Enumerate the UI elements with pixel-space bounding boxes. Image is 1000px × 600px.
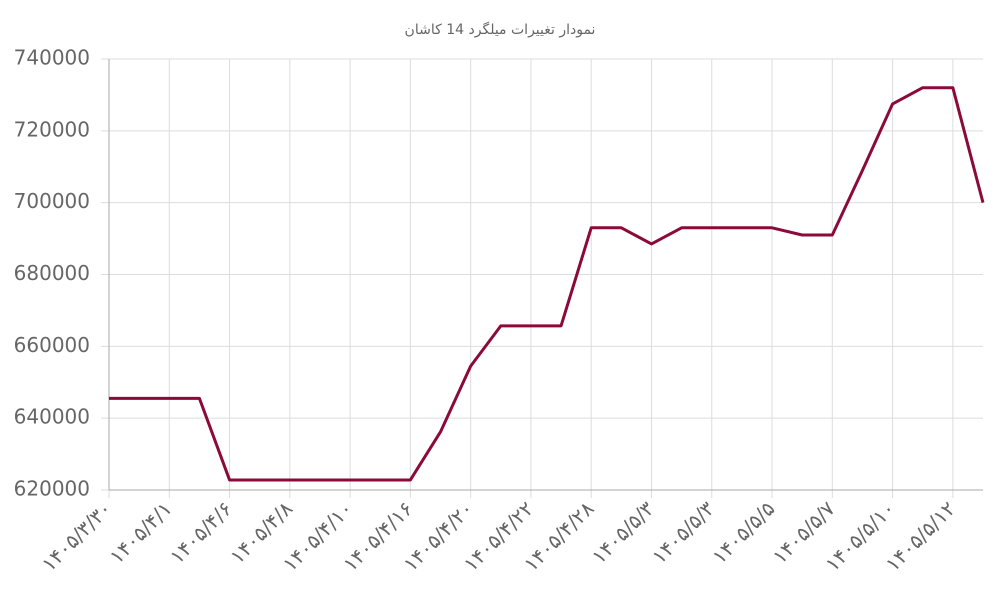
x-tick-label: ۱۴۰۵/۵/۳ [587,496,659,568]
y-tick-label: 720000 [14,117,90,141]
x-tick-label: ۱۴۰۵/۳/۳۰ [37,496,117,576]
x-tick-label: ۱۴۰۵/۴/۱ [105,496,177,568]
line [109,86,985,482]
y-tick-label: 700000 [14,189,90,213]
x-tick-label: ۱۴۰۵/۴/۶ [165,496,237,568]
y-tick-label: 660000 [14,333,90,357]
chart-title: نمودار تغییرات میلگرد 14 کاشان [405,21,596,38]
y-tick-label: 640000 [14,405,90,429]
x-tick-label: ۱۴۰۵/۵/۵ [707,496,779,568]
y-tick-label: 680000 [14,261,90,285]
y-tick-label: 740000 [14,46,90,70]
y-tick-label: 620000 [14,477,90,501]
x-tick-label: ۱۴۰۵/۵/۳ [647,496,719,568]
